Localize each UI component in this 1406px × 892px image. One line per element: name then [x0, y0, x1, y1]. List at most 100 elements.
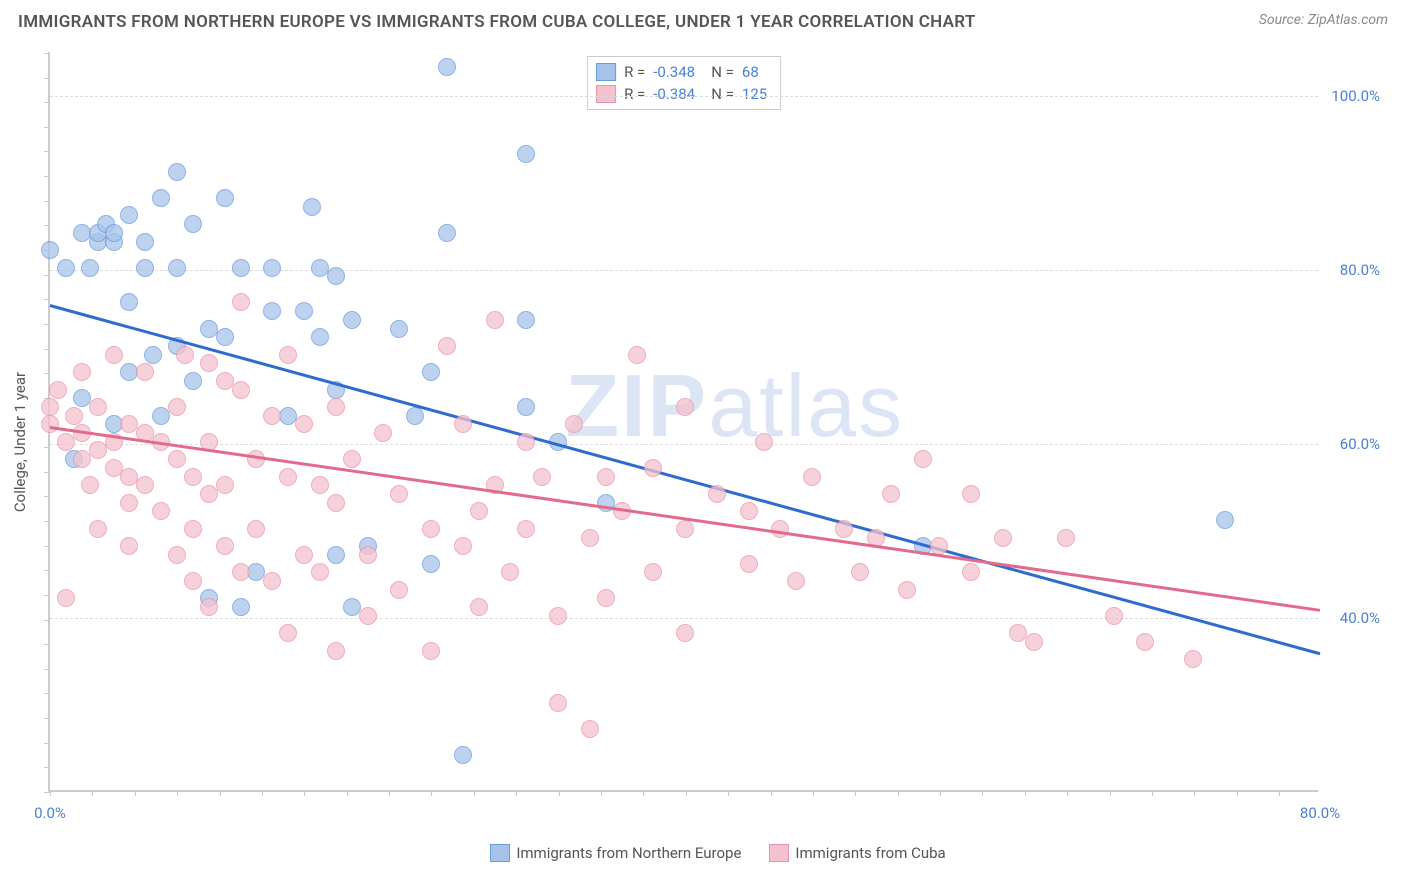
y-tick-mark [44, 324, 50, 325]
legend-item: Immigrants from Cuba [769, 844, 945, 862]
legend-item: Immigrants from Northern Europe [490, 844, 741, 862]
data-point [851, 563, 869, 581]
data-point [438, 224, 456, 242]
x-tick-mark [304, 790, 305, 796]
legend-label: Immigrants from Northern Europe [516, 844, 741, 862]
legend-stat-row: R =-0.384N =125 [596, 83, 772, 105]
data-point [994, 529, 1012, 547]
source-label: Source: ZipAtlas.com [1259, 12, 1388, 28]
data-point [168, 450, 186, 468]
data-point [628, 346, 646, 364]
legend-swatch [490, 844, 510, 862]
x-tick-mark [813, 790, 814, 796]
data-point [184, 468, 202, 486]
y-tick-label: 80.0% [1340, 261, 1380, 279]
data-point [184, 520, 202, 538]
data-point [1057, 529, 1075, 547]
chart-container: College, Under 1 year ZIPatlas R =-0.348… [48, 52, 1388, 832]
data-point [168, 546, 186, 564]
y-tick-mark [44, 767, 50, 768]
data-point [216, 328, 234, 346]
x-tick-mark [262, 790, 263, 796]
data-point [120, 206, 138, 224]
data-point [517, 433, 535, 451]
x-tick-mark [686, 790, 687, 796]
y-tick-mark [44, 201, 50, 202]
data-point [152, 502, 170, 520]
data-point [136, 363, 154, 381]
y-tick-mark [44, 373, 50, 374]
data-point [740, 502, 758, 520]
data-point [41, 415, 59, 433]
data-point [438, 337, 456, 355]
stat-n-label: N = [711, 63, 734, 81]
y-tick-mark [44, 620, 50, 621]
data-point [41, 241, 59, 259]
data-point [232, 563, 250, 581]
data-point [263, 407, 281, 425]
x-tick-mark [474, 790, 475, 796]
data-point [89, 520, 107, 538]
x-tick-label: 0.0% [34, 804, 66, 822]
legend-swatch [596, 63, 616, 81]
data-point [390, 485, 408, 503]
data-point [390, 320, 408, 338]
y-tick-mark [44, 718, 50, 719]
y-tick-mark [44, 521, 50, 522]
data-point [232, 598, 250, 616]
y-tick-label: 40.0% [1340, 609, 1380, 627]
y-tick-mark [44, 299, 50, 300]
data-point [81, 259, 99, 277]
x-tick-mark [389, 790, 390, 796]
legend-label: Immigrants from Cuba [795, 844, 945, 862]
x-tick-label: 80.0% [1300, 804, 1340, 822]
legend-bottom: Immigrants from Northern Europe Immigrant… [48, 844, 1388, 866]
data-point [517, 398, 535, 416]
x-tick-mark [431, 790, 432, 796]
data-point [168, 163, 186, 181]
y-tick-mark [44, 102, 50, 103]
data-point [216, 189, 234, 207]
data-point [327, 642, 345, 660]
data-point [65, 407, 83, 425]
data-point [120, 293, 138, 311]
data-point [533, 468, 551, 486]
data-point [597, 468, 615, 486]
data-point [311, 328, 329, 346]
y-tick-mark [44, 595, 50, 596]
data-point [374, 424, 392, 442]
y-tick-label: 60.0% [1340, 435, 1380, 453]
x-tick-mark [135, 790, 136, 796]
y-tick-mark [44, 176, 50, 177]
data-point [120, 494, 138, 512]
x-tick-mark [1152, 790, 1153, 796]
data-point [1216, 511, 1234, 529]
data-point [263, 302, 281, 320]
x-tick-mark [1279, 790, 1280, 796]
data-point [232, 381, 250, 399]
data-point [327, 546, 345, 564]
data-point [454, 746, 472, 764]
data-point [57, 589, 75, 607]
data-point [49, 381, 67, 399]
x-tick-mark [50, 790, 51, 796]
x-tick-mark [1025, 790, 1026, 796]
data-point [406, 407, 424, 425]
y-tick-mark [44, 447, 50, 448]
data-point [343, 450, 361, 468]
data-point [263, 259, 281, 277]
y-tick-mark [44, 472, 50, 473]
data-point [184, 372, 202, 390]
x-tick-mark [92, 790, 93, 796]
data-point [327, 494, 345, 512]
data-point [438, 58, 456, 76]
data-point [565, 415, 583, 433]
data-point [73, 363, 91, 381]
y-tick-mark [44, 743, 50, 744]
plot-area: ZIPatlas R =-0.348N =68R =-0.384N =125 4… [48, 52, 1318, 792]
data-point [81, 476, 99, 494]
data-point [279, 346, 297, 364]
data-point [232, 293, 250, 311]
data-point [152, 189, 170, 207]
data-point [1105, 607, 1123, 625]
